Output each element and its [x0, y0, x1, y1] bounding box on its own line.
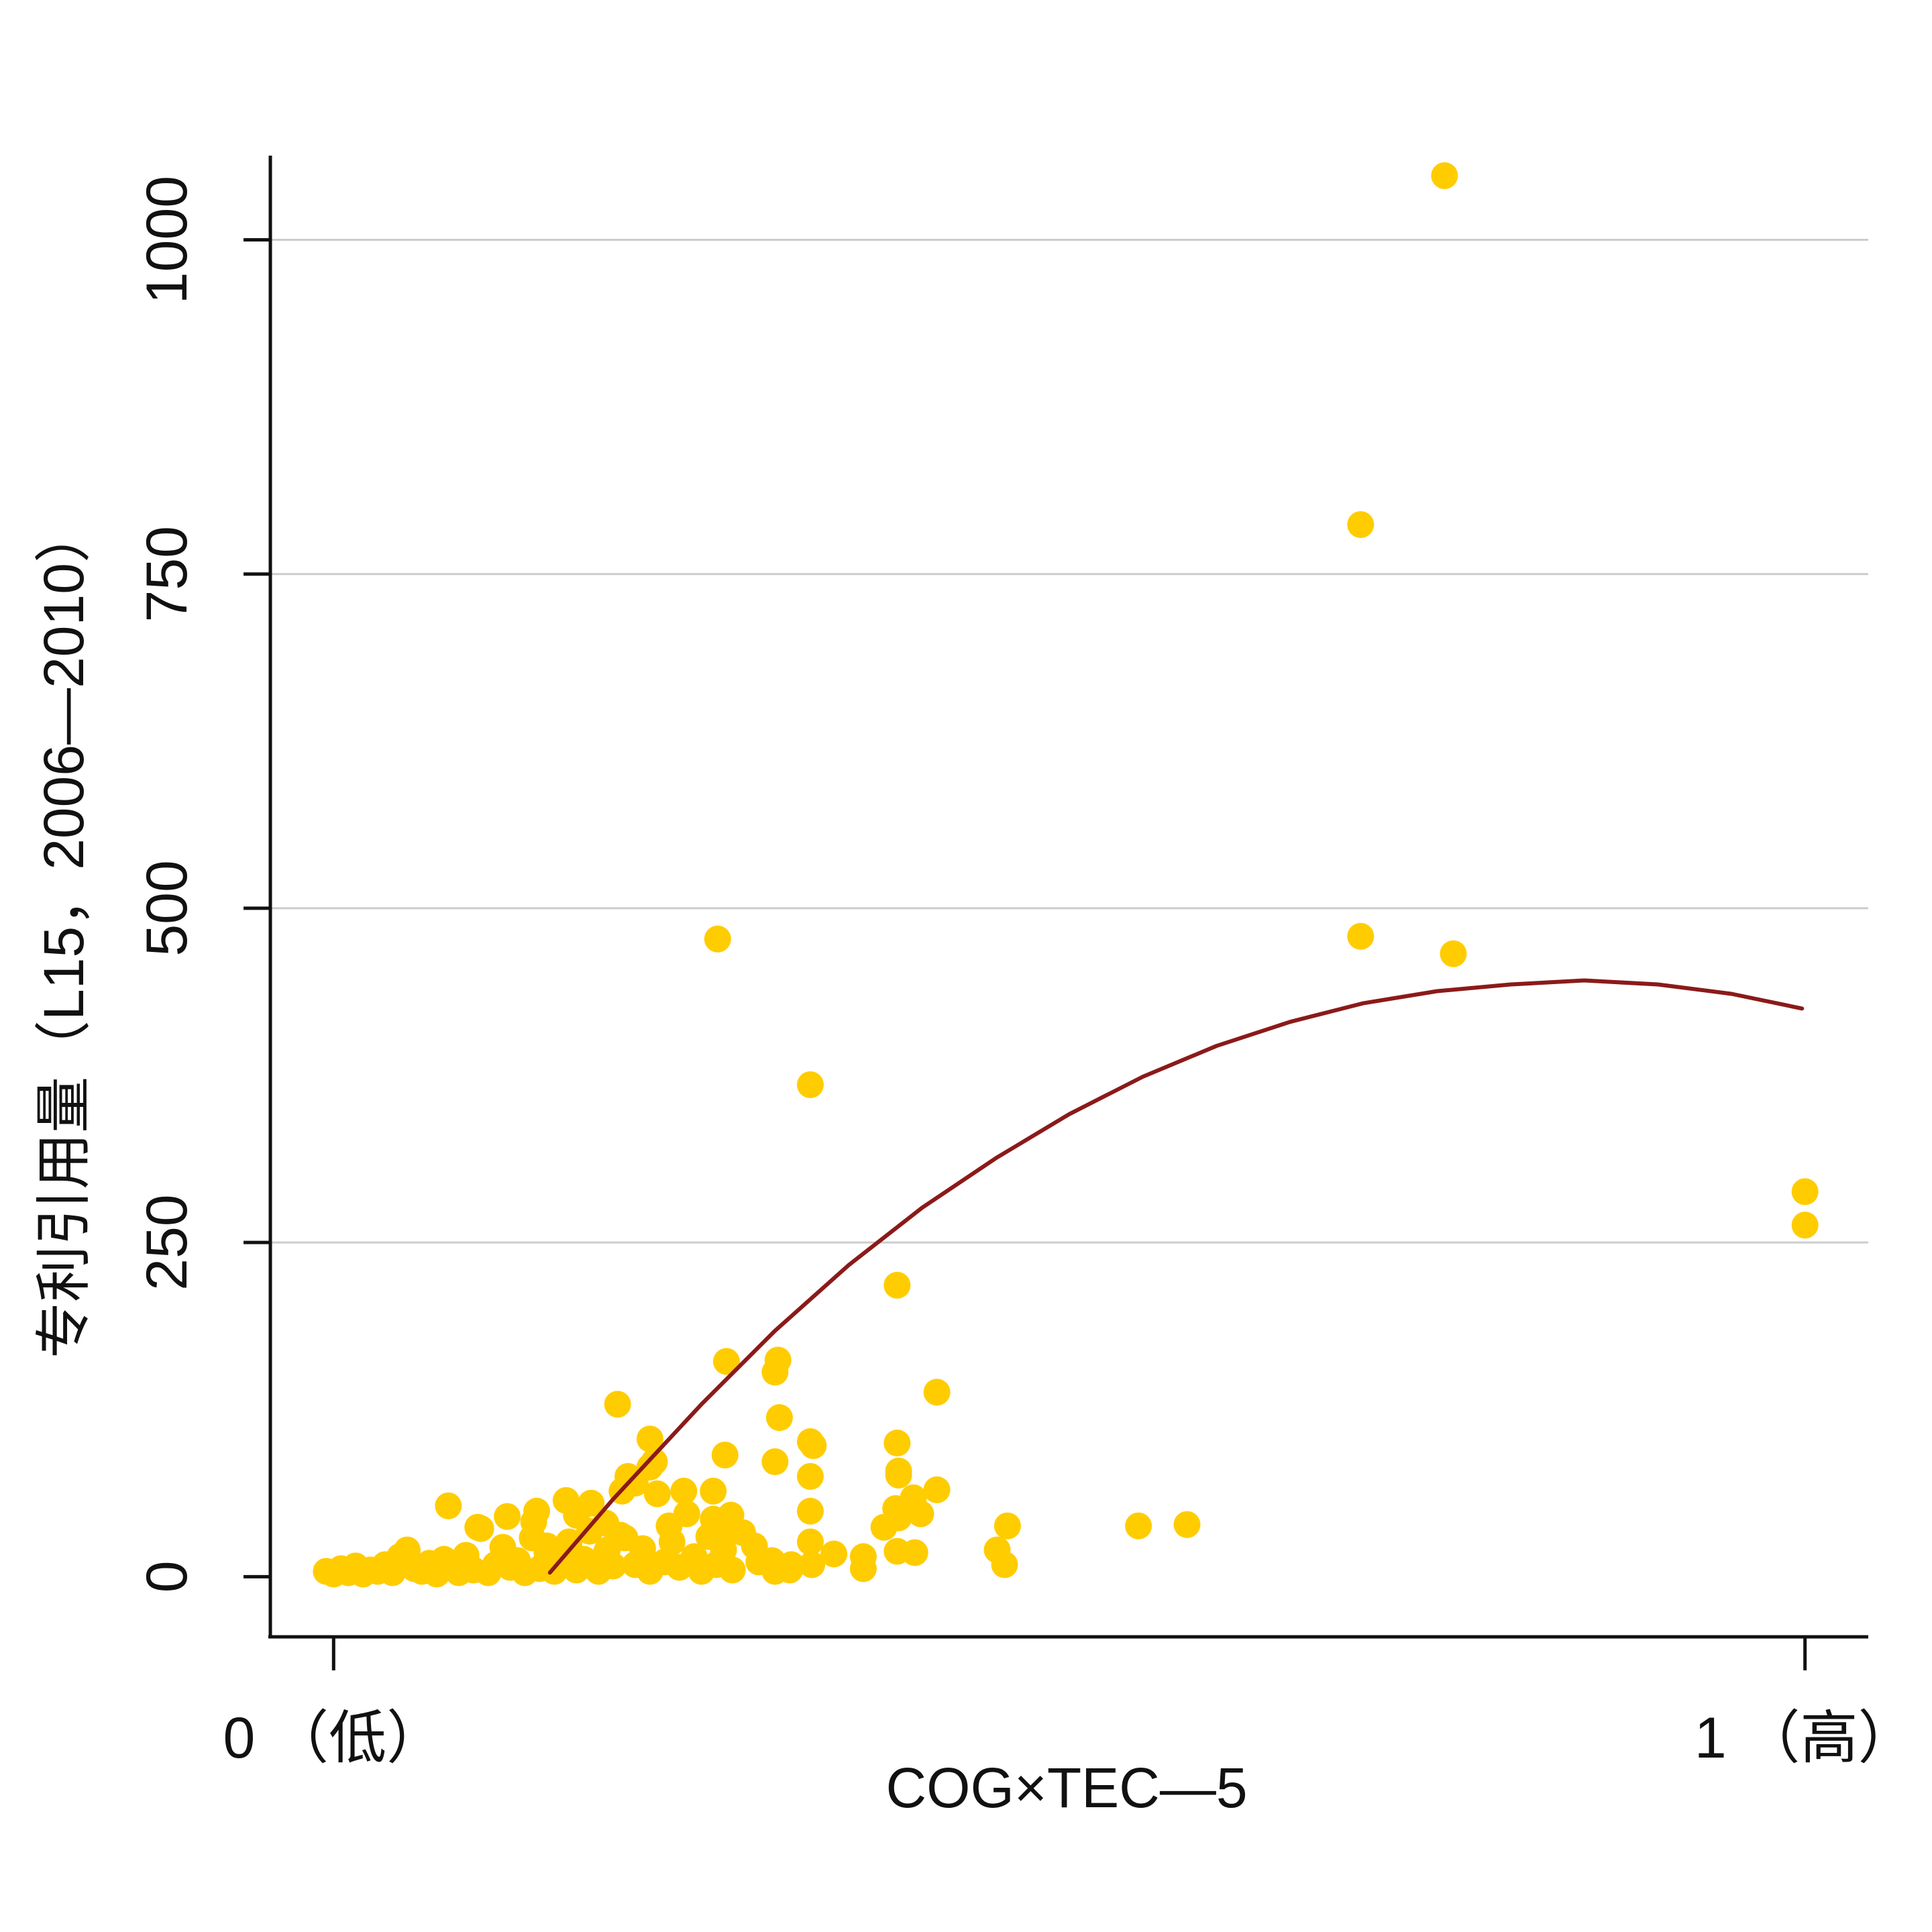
- data-point: [705, 1523, 733, 1550]
- data-point: [885, 1504, 912, 1532]
- data-point: [520, 1508, 547, 1536]
- data-point: [636, 1426, 663, 1453]
- fitted-curve: [547, 978, 1805, 1575]
- data-point: [704, 925, 731, 953]
- data-point: [796, 1071, 824, 1098]
- data-point: [563, 1501, 590, 1529]
- data-point: [464, 1513, 492, 1541]
- x-tick-label: 0 （低）: [223, 1706, 444, 1770]
- data-point: [711, 1441, 739, 1468]
- data-point: [641, 1448, 668, 1475]
- y-tick-label: 750: [135, 526, 199, 623]
- y-tick-label: 1000: [135, 176, 199, 304]
- data-point: [670, 1477, 698, 1505]
- data-point: [994, 1512, 1021, 1540]
- data-point: [712, 1348, 740, 1375]
- data-point: [820, 1540, 848, 1568]
- data-point: [718, 1556, 746, 1584]
- data-point: [883, 1271, 911, 1299]
- data-point: [901, 1539, 928, 1566]
- data-point: [761, 1448, 789, 1475]
- data-point: [1173, 1511, 1201, 1538]
- y-tick-label: 0: [135, 1560, 199, 1593]
- data-point: [796, 1497, 824, 1525]
- data-point: [849, 1543, 877, 1570]
- data-point: [1791, 1212, 1819, 1239]
- data-point: [1125, 1512, 1152, 1540]
- data-point: [494, 1503, 521, 1530]
- y-tick-label: 500: [135, 860, 199, 957]
- data-point: [885, 1461, 912, 1489]
- data-point: [533, 1532, 561, 1560]
- gridlines: [270, 239, 1868, 1244]
- data-point: [796, 1528, 824, 1556]
- data-point: [655, 1512, 683, 1540]
- data-point: [796, 1428, 824, 1456]
- data-point: [761, 1558, 789, 1585]
- data-point: [1347, 922, 1375, 950]
- data-point: [611, 1524, 639, 1552]
- x-axis-label: COG×TEC—5: [885, 1756, 1247, 1819]
- data-point: [900, 1484, 927, 1511]
- data-point: [435, 1492, 462, 1519]
- data-points: [313, 162, 1819, 1588]
- y-axis-label: 专利引用量（L15，2006—2010）: [32, 506, 95, 1358]
- data-point: [883, 1430, 911, 1457]
- data-point: [1791, 1178, 1819, 1205]
- axes: [268, 156, 1868, 1639]
- data-point: [1347, 511, 1375, 539]
- data-point: [923, 1379, 951, 1406]
- data-point: [923, 1476, 951, 1503]
- data-point: [991, 1551, 1018, 1578]
- data-point: [643, 1480, 671, 1507]
- x-tick-label: 1 （高）: [1695, 1706, 1916, 1770]
- tick-marks: 0 250 500 750 1000 0 （低） 1 （高）: [135, 176, 1916, 1770]
- data-point: [1431, 162, 1458, 189]
- data-point: [621, 1469, 649, 1497]
- data-point: [1440, 940, 1467, 967]
- data-point: [558, 1540, 586, 1568]
- data-point: [796, 1462, 824, 1490]
- data-point: [765, 1404, 793, 1432]
- y-tick-label: 250: [135, 1194, 199, 1291]
- data-point: [604, 1391, 631, 1418]
- data-point: [764, 1346, 792, 1374]
- data-point: [700, 1477, 727, 1505]
- data-point: [798, 1551, 826, 1578]
